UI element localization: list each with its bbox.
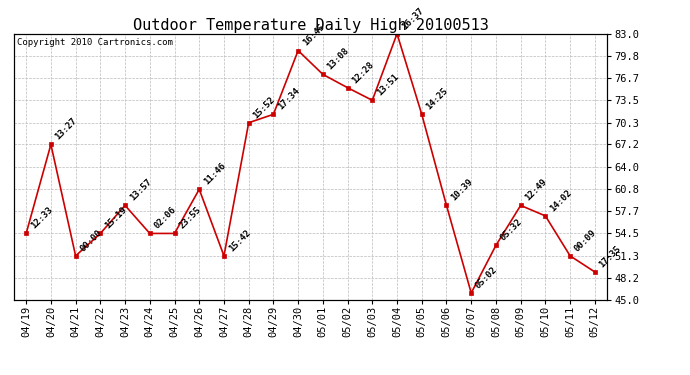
Text: 16:37: 16:37 [400,6,425,31]
Text: 12:33: 12:33 [29,205,55,231]
Text: Copyright 2010 Cartronics.com: Copyright 2010 Cartronics.com [17,38,172,47]
Text: 10:39: 10:39 [449,177,475,203]
Text: 05:32: 05:32 [499,217,524,243]
Text: 17:35: 17:35 [598,244,623,269]
Text: 13:57: 13:57 [128,177,153,203]
Text: 15:42: 15:42 [227,228,252,253]
Text: 15:52: 15:52 [251,94,277,120]
Text: 17:34: 17:34 [276,86,302,111]
Text: 15:19: 15:19 [103,205,128,231]
Text: 13:51: 13:51 [375,72,400,98]
Text: 02:06: 02:06 [152,205,178,231]
Text: 14:25: 14:25 [424,86,450,111]
Text: 05:02: 05:02 [474,265,500,290]
Text: 14:02: 14:02 [548,188,573,213]
Text: 12:28: 12:28 [351,60,376,85]
Text: 00:09: 00:09 [573,228,598,253]
Text: 12:49: 12:49 [524,177,549,203]
Text: 00:00: 00:00 [79,228,103,253]
Text: 11:46: 11:46 [202,161,228,186]
Text: 13:08: 13:08 [326,46,351,72]
Title: Outdoor Temperature Daily High 20100513: Outdoor Temperature Daily High 20100513 [132,18,489,33]
Text: 23:55: 23:55 [177,205,203,231]
Text: 13:27: 13:27 [54,116,79,142]
Text: 16:45: 16:45 [301,22,326,48]
